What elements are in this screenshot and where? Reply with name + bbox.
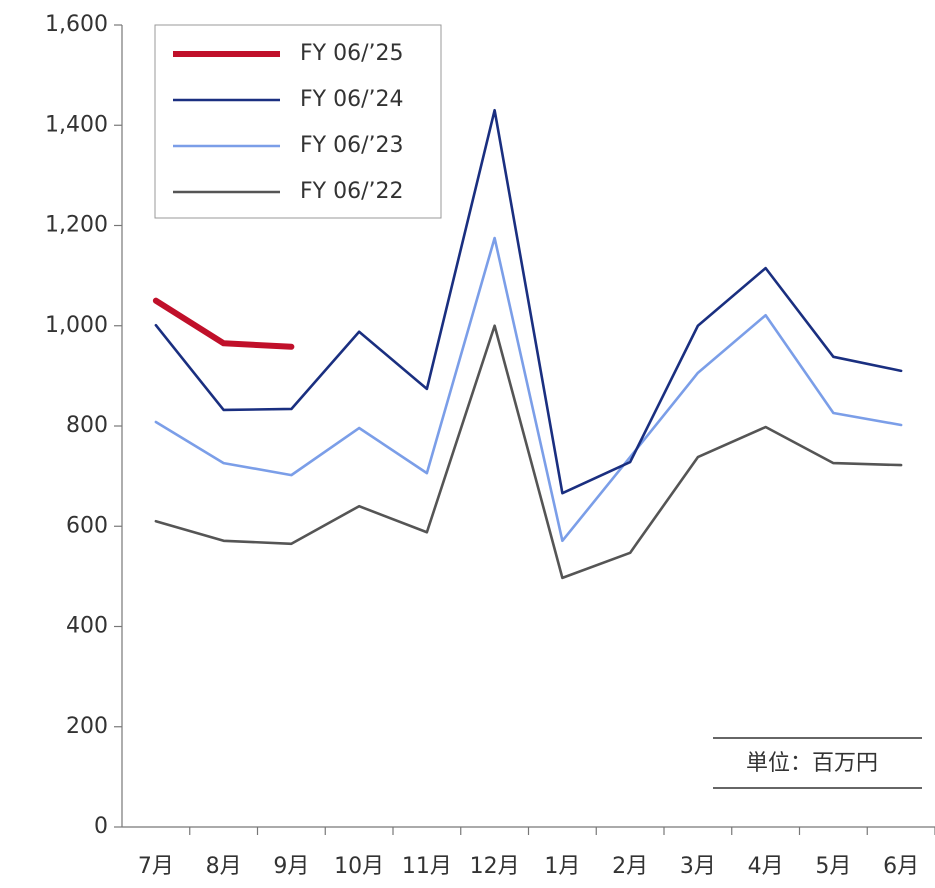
y-tick-label: 400	[66, 614, 108, 639]
x-tick-label: 7月	[138, 854, 174, 879]
y-tick-label: 200	[66, 714, 108, 739]
series-line	[154, 108, 903, 495]
x-tick-label: 12月	[470, 854, 520, 879]
x-tick-label: 9月	[273, 854, 309, 879]
x-tick-label: 11月	[402, 854, 452, 879]
y-tick-label: 800	[66, 413, 108, 438]
x-tick-label: 1月	[544, 854, 580, 879]
x-tick-label: 6月	[883, 854, 919, 879]
x-tick-label: 8月	[206, 854, 242, 879]
y-tick-label: 1,200	[45, 213, 108, 238]
series-line	[152, 297, 295, 350]
x-tick-label: 3月	[680, 854, 716, 879]
x-tick-label: 5月	[815, 854, 851, 879]
x-tick-label: 2月	[612, 854, 648, 879]
y-tick-label: 600	[66, 513, 108, 538]
y-tick-label: 1,400	[45, 112, 108, 137]
y-tick-label: 1,000	[45, 313, 108, 338]
series-line	[154, 236, 903, 543]
series-line	[154, 324, 903, 580]
annotation: 単位：百万円	[746, 751, 878, 776]
y-tick-label: 1,600	[45, 12, 108, 37]
x-tick-label: 4月	[748, 854, 784, 879]
x-tick-label: 10月	[334, 854, 384, 879]
y-tick-label: 0	[94, 814, 108, 839]
legend-label: FY 06/’24	[300, 87, 403, 112]
legend-label: FY 06/’23	[300, 133, 403, 158]
legend-label: FY 06/’25	[300, 41, 403, 66]
legend-label: FY 06/’22	[300, 179, 403, 204]
legend-box	[154, 24, 442, 219]
